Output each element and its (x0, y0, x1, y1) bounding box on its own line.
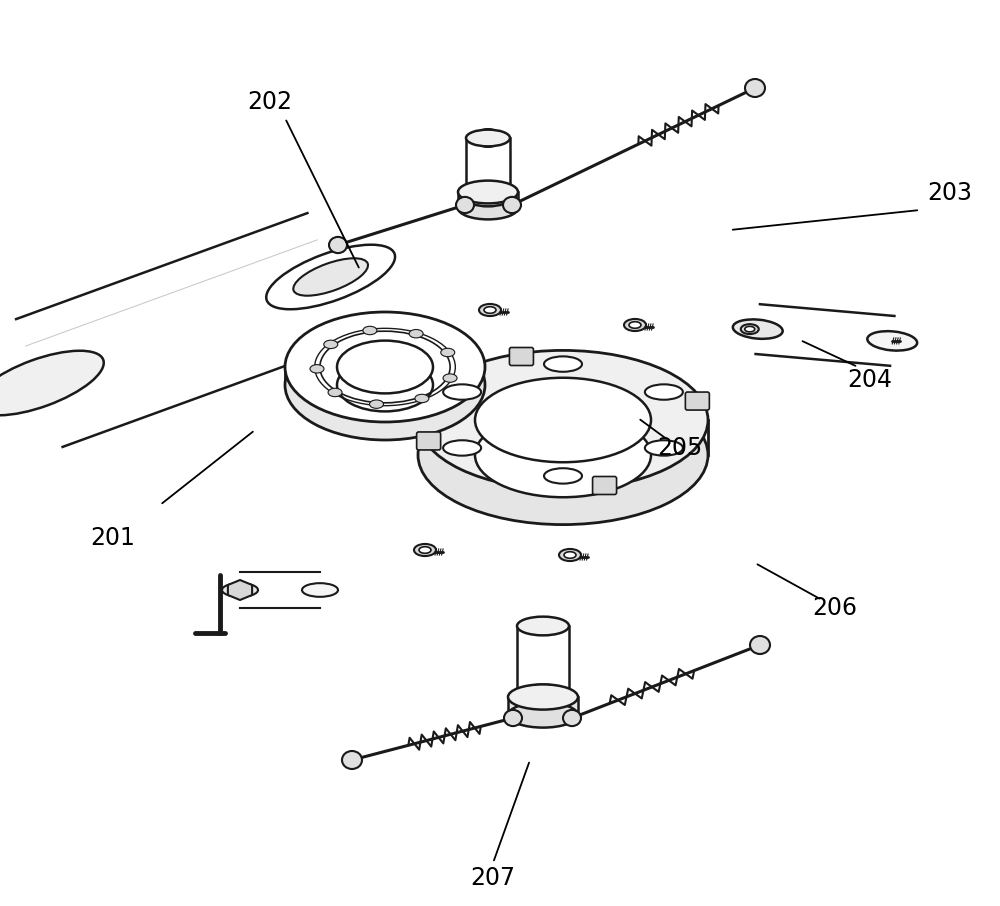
Text: 204: 204 (848, 368, 893, 392)
Ellipse shape (337, 341, 433, 393)
Ellipse shape (484, 307, 496, 313)
Ellipse shape (369, 400, 383, 409)
Polygon shape (16, 213, 354, 447)
Ellipse shape (476, 129, 500, 147)
Ellipse shape (418, 351, 708, 489)
FancyBboxPatch shape (593, 477, 617, 495)
Ellipse shape (564, 552, 576, 558)
Ellipse shape (337, 359, 433, 411)
Ellipse shape (443, 440, 481, 456)
Ellipse shape (503, 197, 521, 213)
Ellipse shape (466, 130, 510, 147)
Ellipse shape (504, 710, 522, 726)
Ellipse shape (544, 468, 582, 484)
Polygon shape (508, 697, 578, 715)
Ellipse shape (419, 546, 431, 554)
Polygon shape (756, 304, 894, 366)
Ellipse shape (645, 440, 683, 456)
FancyBboxPatch shape (509, 348, 533, 365)
Text: 203: 203 (928, 181, 972, 205)
Ellipse shape (559, 549, 581, 561)
Ellipse shape (508, 702, 578, 728)
Text: 202: 202 (248, 90, 292, 114)
Ellipse shape (415, 394, 429, 402)
Ellipse shape (443, 384, 481, 400)
Ellipse shape (310, 364, 324, 373)
Ellipse shape (508, 684, 578, 709)
Ellipse shape (414, 544, 436, 556)
Ellipse shape (517, 685, 569, 703)
Ellipse shape (222, 583, 258, 597)
Text: 206: 206 (812, 596, 858, 620)
Ellipse shape (285, 312, 485, 422)
Ellipse shape (563, 710, 581, 726)
Text: 207: 207 (471, 866, 516, 890)
Ellipse shape (517, 617, 569, 635)
Ellipse shape (363, 326, 377, 334)
Ellipse shape (302, 583, 338, 597)
Ellipse shape (328, 389, 342, 397)
Ellipse shape (466, 189, 510, 207)
Ellipse shape (544, 356, 582, 371)
Ellipse shape (458, 180, 518, 204)
Ellipse shape (443, 374, 457, 382)
Ellipse shape (285, 330, 485, 440)
Ellipse shape (441, 348, 455, 357)
FancyBboxPatch shape (417, 432, 441, 450)
Ellipse shape (750, 636, 770, 654)
Polygon shape (240, 572, 320, 608)
Ellipse shape (733, 320, 783, 339)
Ellipse shape (629, 322, 641, 328)
Ellipse shape (475, 413, 651, 497)
Ellipse shape (645, 384, 683, 400)
FancyBboxPatch shape (685, 392, 709, 410)
Ellipse shape (624, 319, 646, 331)
Ellipse shape (456, 197, 474, 213)
Ellipse shape (475, 378, 651, 462)
Ellipse shape (458, 197, 518, 219)
Ellipse shape (329, 236, 347, 253)
Polygon shape (466, 138, 510, 198)
Ellipse shape (293, 258, 368, 295)
Polygon shape (517, 626, 569, 694)
Polygon shape (228, 580, 252, 600)
Ellipse shape (324, 340, 338, 349)
Ellipse shape (867, 332, 917, 351)
Ellipse shape (479, 304, 501, 316)
Ellipse shape (342, 751, 362, 769)
Ellipse shape (0, 351, 104, 415)
Ellipse shape (409, 330, 423, 338)
Ellipse shape (745, 326, 755, 332)
Text: 201: 201 (91, 526, 135, 550)
Ellipse shape (266, 245, 395, 309)
Ellipse shape (741, 324, 759, 334)
Polygon shape (458, 192, 518, 208)
Ellipse shape (745, 79, 765, 97)
Text: 205: 205 (657, 436, 703, 460)
Ellipse shape (418, 385, 708, 525)
